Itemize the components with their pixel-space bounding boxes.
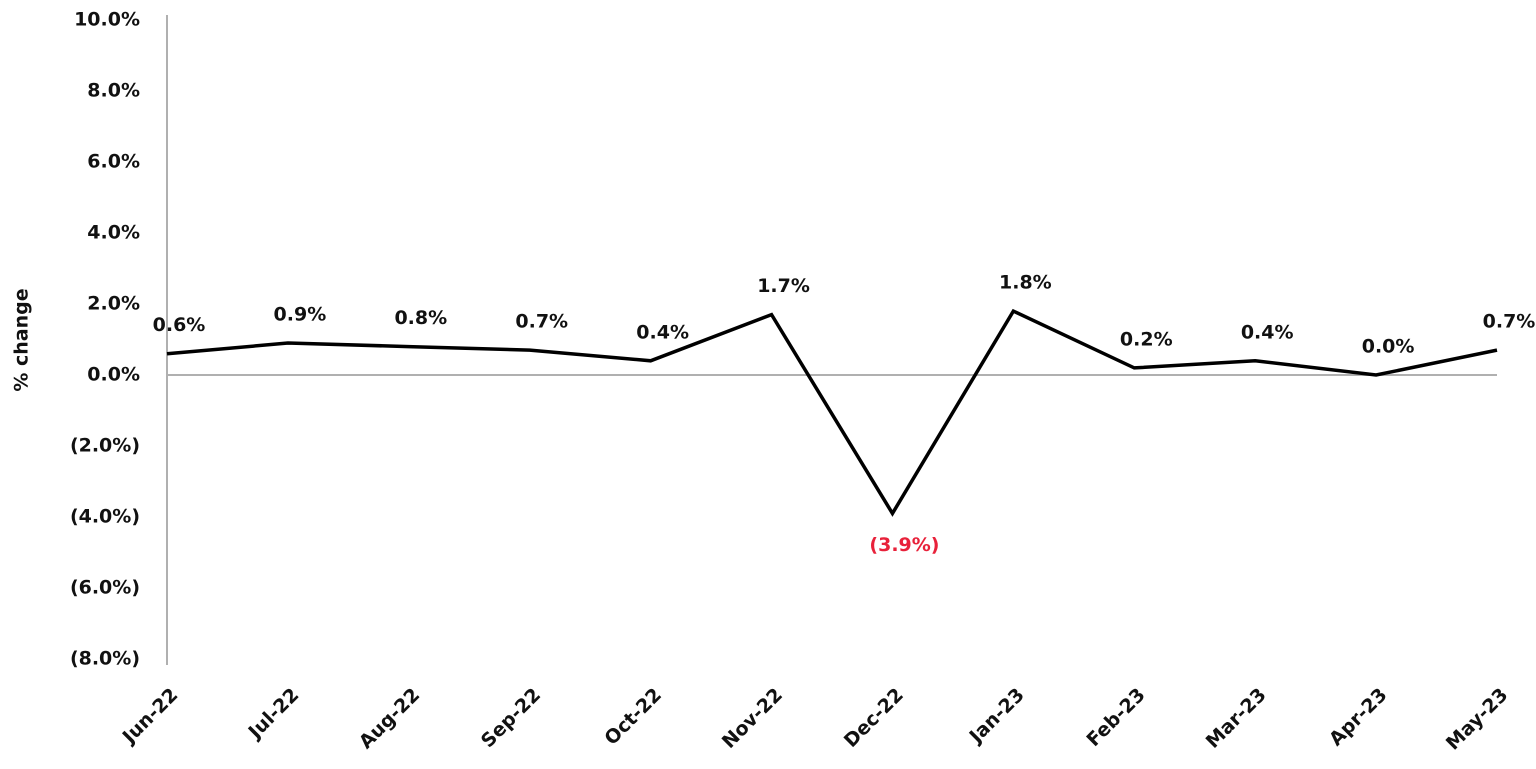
data-label: 0.7% xyxy=(515,311,568,333)
y-tick-label: (8.0%) xyxy=(70,648,140,670)
x-tick-label: Jul-22 xyxy=(243,684,303,744)
x-tick-label: Dec-22 xyxy=(840,684,908,752)
data-label: 0.9% xyxy=(274,304,327,326)
y-tick-label: 10.0% xyxy=(74,9,140,31)
y-tick-label: 8.0% xyxy=(87,80,140,102)
y-tick-label: (4.0%) xyxy=(70,506,140,528)
x-tick-label: Aug-22 xyxy=(355,684,424,753)
y-tick-label: 2.0% xyxy=(87,293,140,315)
data-label: 0.6% xyxy=(153,314,206,336)
y-tick-label: 6.0% xyxy=(87,151,140,173)
data-label: 1.8% xyxy=(999,272,1052,294)
y-tick-label: (2.0%) xyxy=(70,435,140,457)
y-tick-label: 4.0% xyxy=(87,222,140,244)
data-label: 0.0% xyxy=(1362,336,1415,358)
y-tick-label: (6.0%) xyxy=(70,577,140,599)
data-label: 1.7% xyxy=(757,275,810,297)
x-tick-label: Mar-23 xyxy=(1202,684,1271,753)
x-tick-label: May-23 xyxy=(1442,684,1513,755)
data-label: 0.4% xyxy=(636,321,689,343)
data-label: 0.2% xyxy=(1120,328,1173,350)
x-tick-label: Apr-23 xyxy=(1325,684,1391,750)
y-axis-label: % change xyxy=(11,288,33,391)
x-tick-label: Sep-22 xyxy=(477,684,545,752)
y-tick-label: 0.0% xyxy=(87,364,140,386)
data-label: (3.9%) xyxy=(869,534,939,556)
data-label: 0.4% xyxy=(1241,321,1294,343)
data-label: 0.8% xyxy=(394,307,447,329)
data-label: 0.7% xyxy=(1483,311,1536,333)
x-tick-label: Feb-23 xyxy=(1083,684,1150,751)
x-tick-label: Jun-22 xyxy=(117,684,182,749)
line xyxy=(166,308,1498,517)
x-tick-label: Jan-23 xyxy=(964,684,1029,749)
x-tick-label: Nov-22 xyxy=(718,684,787,753)
x-tick-label: Oct-22 xyxy=(600,684,666,750)
